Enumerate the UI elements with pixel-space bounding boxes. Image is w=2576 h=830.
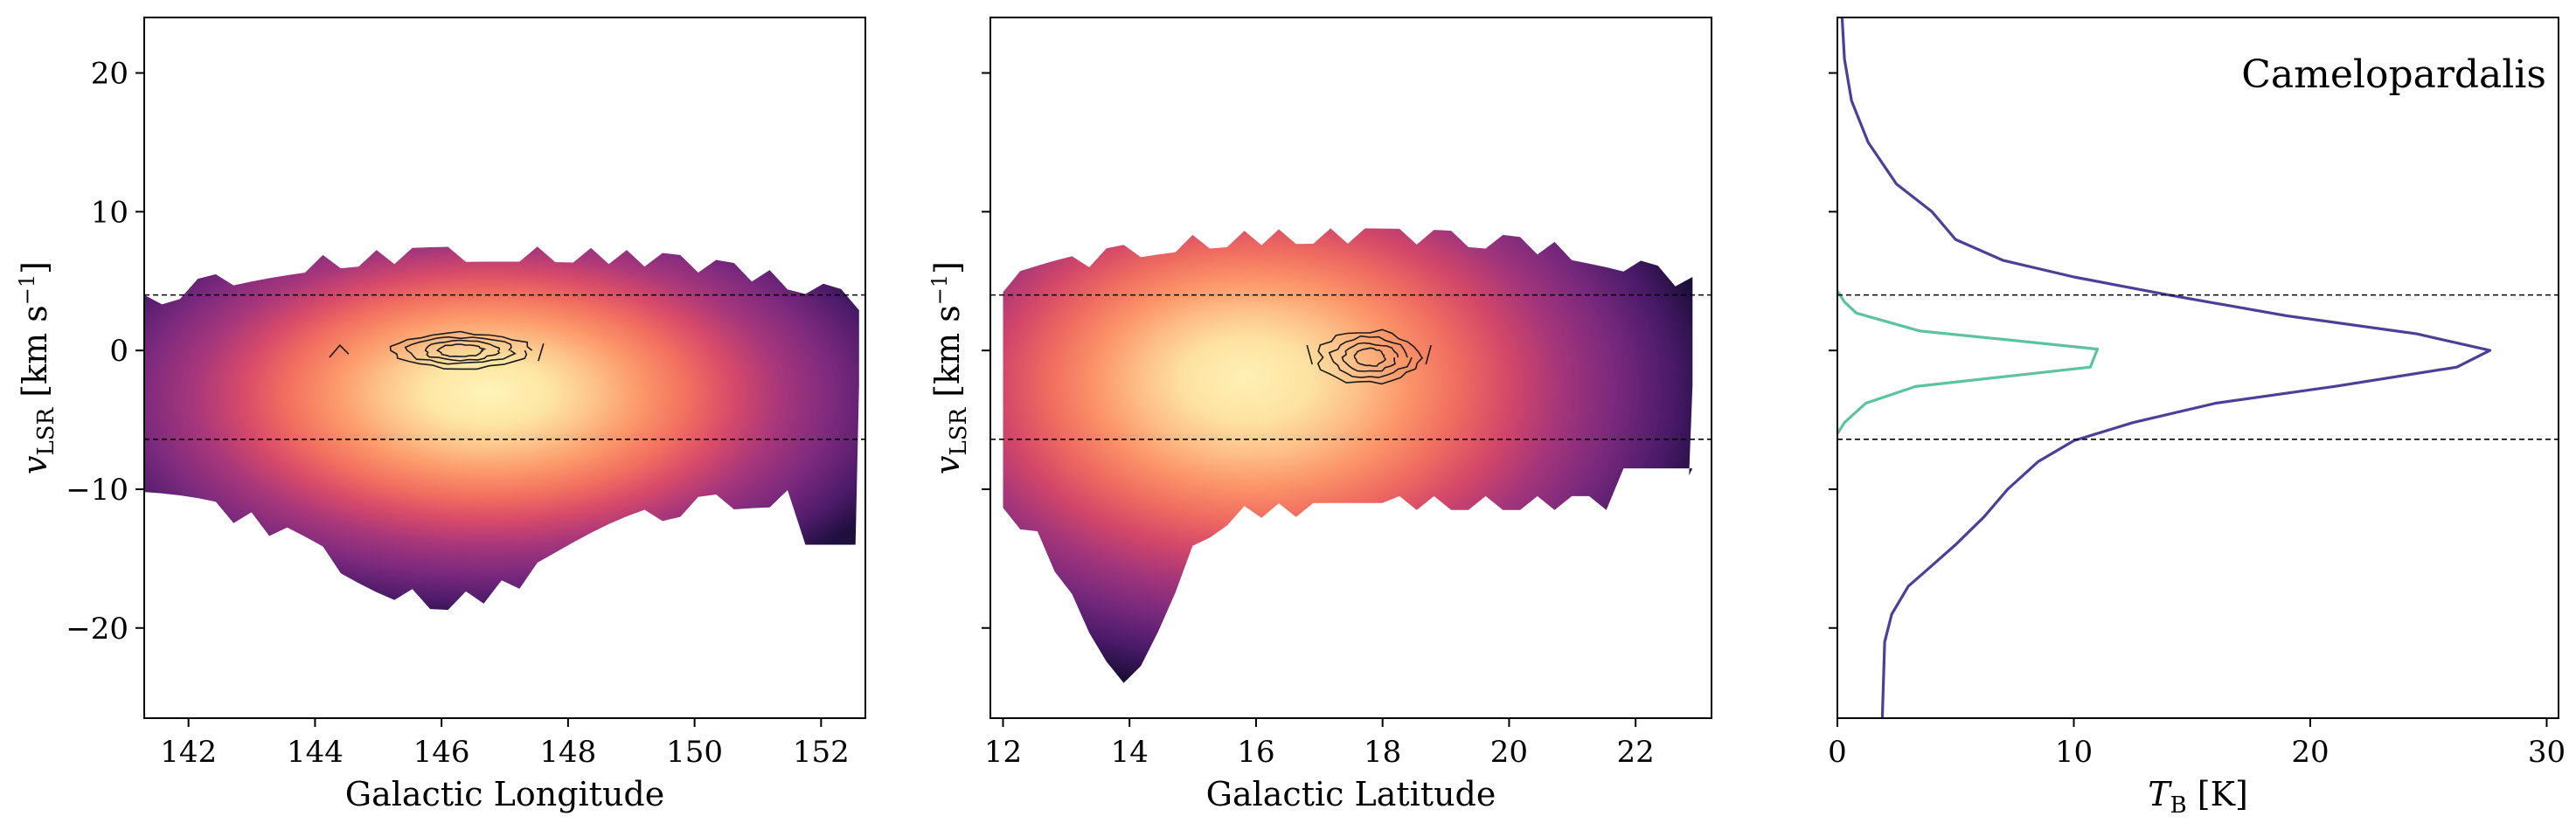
x-tick-label: 14 <box>1111 735 1149 770</box>
panel-latitude-velocity: 12 14 16 18 20 22 Galactic Latitude vLSR [km s−… <box>927 17 1712 813</box>
y-tick-label: 0 <box>109 334 128 369</box>
spectrum-line-0 <box>1840 17 2492 718</box>
x-axis-label: TB [K] <box>2148 775 2248 819</box>
contour-ring <box>1341 342 1399 372</box>
contour-ring <box>1328 335 1413 378</box>
contour-ring <box>1353 347 1386 367</box>
x-tick-label: 16 <box>1237 735 1274 770</box>
contour-ring <box>404 335 517 365</box>
x-axis-label: Galactic Longitude <box>345 775 665 813</box>
axes-frame <box>143 17 866 719</box>
contour-ring <box>1316 329 1424 385</box>
x-tick-label: 152 <box>793 735 850 770</box>
plot-area <box>1837 17 2492 718</box>
emission-map <box>144 246 859 611</box>
y-tick-label: −10 <box>66 473 128 508</box>
x-tick-label: 22 <box>1617 735 1655 770</box>
y-tick-label: 20 <box>91 57 128 92</box>
contour-fragment <box>329 343 350 358</box>
x-tick-label: 20 <box>2291 735 2329 770</box>
x-tick-label: 30 <box>2528 735 2566 770</box>
contour-fragment <box>1306 344 1313 365</box>
x-tick-label: 0 <box>1828 735 1847 770</box>
contour-lines <box>1306 329 1432 385</box>
contour-fragment <box>538 342 545 362</box>
contour-ring <box>389 330 533 370</box>
contour-ring <box>424 339 501 362</box>
x-tick-label: 18 <box>1364 735 1401 770</box>
axes-frame <box>989 17 1712 719</box>
x-tick-label: 20 <box>1490 735 1528 770</box>
panel-brightness-spectrum: Camelopardalis 0 10 20 30 TB [K] <box>1828 17 2566 819</box>
x-axis-label: Galactic Latitude <box>1206 775 1496 813</box>
x-tick-label: 150 <box>666 735 723 770</box>
emission-map <box>1003 228 1693 683</box>
y-tick-label: −20 <box>66 612 128 647</box>
x-tick-label: 146 <box>413 735 470 770</box>
contour-ring <box>435 343 487 357</box>
spectrum-line-1 <box>1837 290 2100 435</box>
y-axis-label: vLSR [km s−1] <box>927 261 972 474</box>
plot-area <box>144 246 859 611</box>
x-tick-label: 142 <box>160 735 217 770</box>
x-tick-label: 12 <box>984 735 1022 770</box>
y-axis-label: vLSR [km s−1] <box>15 261 59 474</box>
axes-frame <box>1837 17 2559 719</box>
contour-fragment <box>1425 344 1432 365</box>
region-annotation: Camelopardalis <box>2241 52 2546 97</box>
x-tick-label: 144 <box>287 735 344 770</box>
plot-area <box>1003 228 1693 683</box>
panel-longitude-velocity: 142 144 146 148 150 152 −20 −10 0 10 20 Galactic Lo… <box>15 17 866 813</box>
x-tick-label: 10 <box>2055 735 2093 770</box>
x-tick-label: 148 <box>539 735 596 770</box>
contour-lines <box>329 330 545 370</box>
y-tick-label: 10 <box>91 195 128 230</box>
